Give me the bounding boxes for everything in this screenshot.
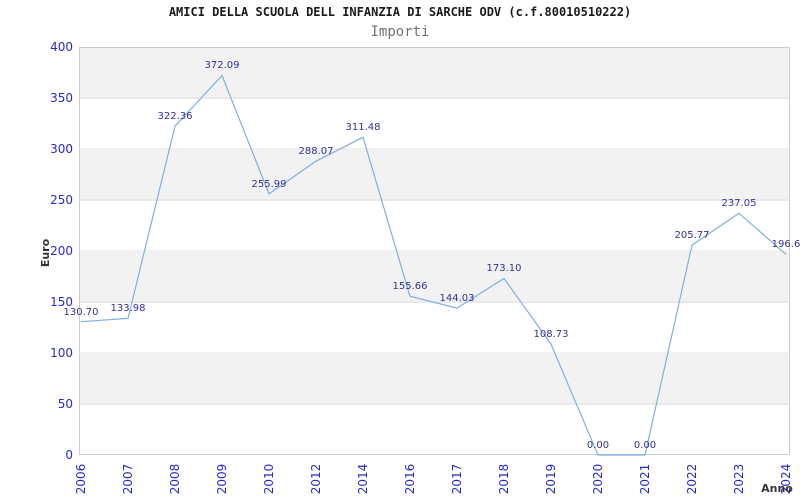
x-tick-label: 2010	[262, 463, 276, 495]
y-tick-label: 350	[50, 91, 73, 105]
x-tick-label: 2006	[74, 463, 88, 495]
x-tick-label: 2014	[356, 463, 370, 495]
data-point-label: 322.36	[157, 111, 193, 123]
x-tick-label: 2022	[685, 463, 699, 495]
x-tick-label: 2021	[638, 463, 652, 495]
x-tick-label: 2016	[403, 463, 417, 495]
y-tick-label: 50	[57, 397, 73, 411]
x-tick-label: 2009	[215, 463, 229, 495]
x-tick-label: 2012	[309, 463, 323, 495]
data-point-label: 237.05	[721, 198, 757, 210]
y-tick-label: 0	[65, 448, 73, 462]
plot-area	[79, 47, 790, 455]
x-tick-label: 2018	[497, 463, 511, 495]
x-tick-label: 2019	[544, 463, 558, 495]
data-point-label: 311.48	[345, 122, 381, 134]
data-point-label: 173.10	[486, 263, 522, 275]
data-point-label: 255.99	[251, 178, 287, 190]
data-point-label: 205.77	[674, 230, 710, 242]
x-tick-label: 2020	[591, 463, 605, 495]
x-tick-label: 2008	[168, 463, 182, 495]
data-point-label: 133.98	[110, 303, 146, 315]
data-point-label: 0.00	[586, 440, 610, 451]
y-tick-label: 400	[50, 40, 73, 54]
data-point-label: 130.70	[63, 306, 99, 318]
y-tick-label: 300	[50, 142, 73, 156]
x-tick-label: 2017	[450, 463, 464, 495]
x-tick-label: 2023	[732, 463, 746, 495]
data-point-label: 0.00	[633, 440, 657, 451]
x-tick-label: 2007	[121, 463, 135, 495]
y-tick-label: 200	[50, 244, 73, 258]
data-point-label: 108.73	[533, 329, 569, 341]
data-point-label: 372.09	[204, 60, 240, 72]
data-point-label: 196.6	[771, 239, 800, 251]
data-point-label: 288.07	[298, 146, 334, 158]
y-tick-label: 250	[50, 193, 73, 207]
x-axis-title: Anno	[761, 482, 793, 495]
chart-subtitle: Importi	[370, 24, 430, 40]
y-tick-label: 100	[50, 346, 73, 360]
data-point-label: 155.66	[392, 281, 428, 293]
y-tick-label: 150	[50, 295, 73, 309]
data-point-label: 144.03	[439, 293, 475, 305]
chart-title: AMICI DELLA SCUOLA DELL INFANZIA DI SARC…	[168, 5, 632, 19]
